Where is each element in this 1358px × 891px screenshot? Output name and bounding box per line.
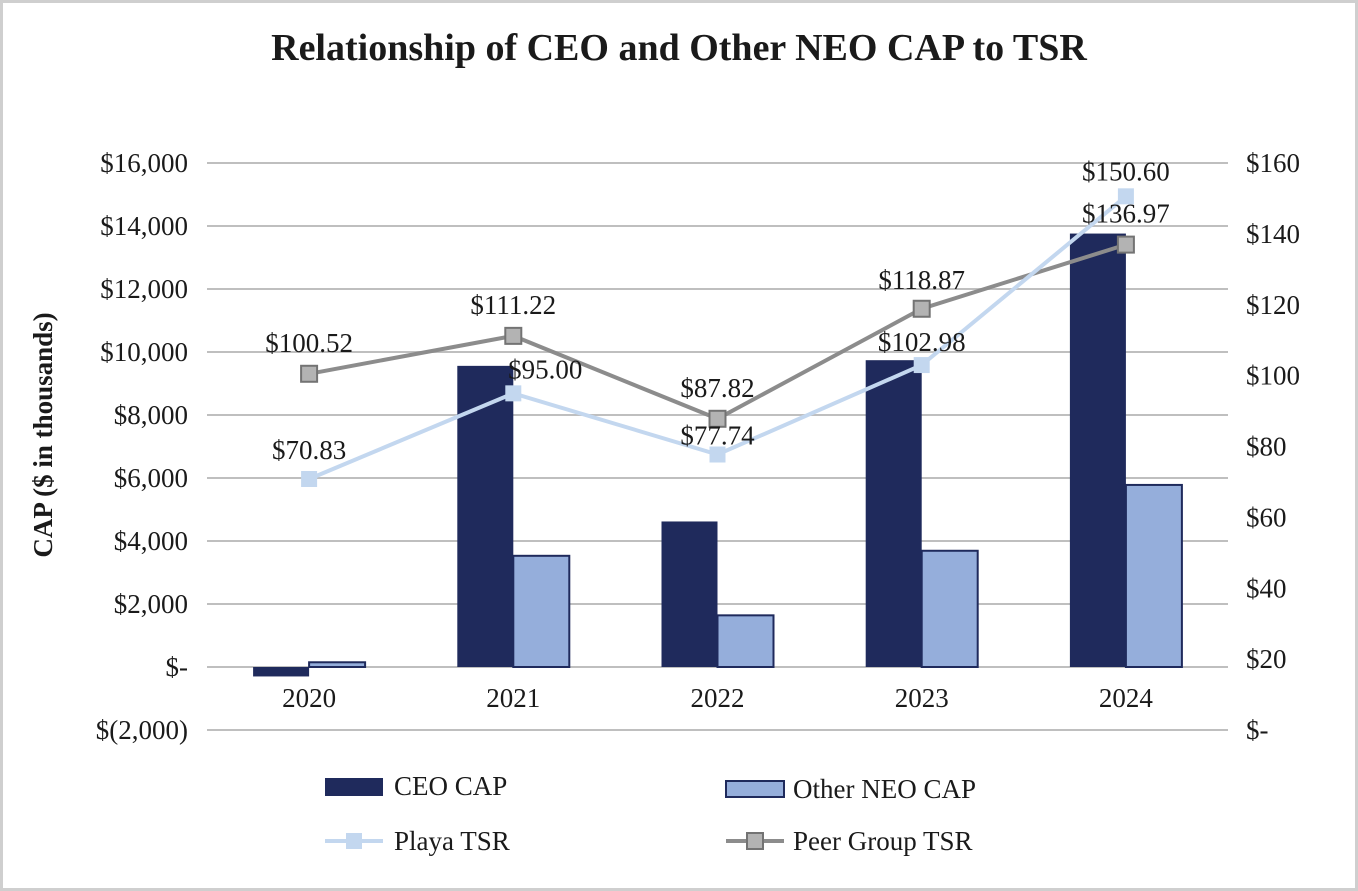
y-tick-label: $4,000 bbox=[114, 526, 188, 556]
y2-tick-label: $- bbox=[1246, 715, 1269, 745]
y-axis-title: CAP ($ in thousands) bbox=[28, 312, 58, 557]
x-tick-label: 2024 bbox=[1099, 683, 1154, 713]
legend-marker-playa-tsr bbox=[346, 833, 362, 849]
legend-label-other-neo-cap: Other NEO CAP bbox=[793, 774, 976, 804]
bar-other-neo-cap bbox=[308, 661, 367, 669]
y-tick-label: $8,000 bbox=[114, 400, 188, 430]
marker-peer-group-tsr bbox=[504, 326, 523, 345]
legend-layer bbox=[325, 778, 785, 850]
legend-marker-peer-group-tsr bbox=[746, 832, 764, 850]
y2-tick-label: $160 bbox=[1246, 148, 1300, 178]
data-label-peer-group-tsr: $100.52 bbox=[265, 328, 353, 358]
marker-playa-tsr bbox=[301, 470, 318, 487]
bar-other-neo-cap bbox=[920, 549, 979, 669]
x-tick-label: 2023 bbox=[895, 683, 949, 713]
y-tick-label: $10,000 bbox=[100, 337, 188, 367]
y2-tick-label: $20 bbox=[1246, 644, 1287, 674]
x-tick-label: 2022 bbox=[691, 683, 745, 713]
y-tick-label: $2,000 bbox=[114, 589, 188, 619]
marker-peer-group-tsr bbox=[912, 299, 931, 318]
axis-layer: $(2,000) $- $2,000 $4,000 $6,000 $8,000 $10,00… bbox=[96, 148, 1300, 745]
x-tick-label: 2021 bbox=[486, 683, 540, 713]
bar-ceo-cap bbox=[865, 360, 922, 667]
bar-other-neo-cap bbox=[716, 614, 775, 669]
y-tick-label: $12,000 bbox=[100, 274, 188, 304]
bar-ceo-cap bbox=[253, 667, 310, 677]
data-label-peer-group-tsr: $111.22 bbox=[470, 290, 556, 320]
x-tick-label: 2020 bbox=[282, 683, 336, 713]
y-tick-label: $16,000 bbox=[100, 148, 188, 178]
bar-other-neo-cap bbox=[512, 554, 571, 668]
legend-swatch-ceo-cap bbox=[325, 778, 383, 796]
chart-title: Relationship of CEO and Other NEO CAP to… bbox=[271, 27, 1087, 69]
bar-layer bbox=[253, 233, 1183, 677]
marker-playa-tsr bbox=[913, 357, 930, 374]
data-label-playa-tsr: $102.98 bbox=[878, 327, 966, 357]
data-label-peer-group-tsr: $87.82 bbox=[680, 373, 754, 403]
marker-playa-tsr bbox=[1117, 188, 1134, 205]
marker-peer-group-tsr bbox=[300, 364, 319, 383]
marker-playa-tsr bbox=[709, 446, 726, 463]
y-tick-label: $6,000 bbox=[114, 463, 188, 493]
marker-peer-group-tsr bbox=[708, 409, 727, 428]
y2-tick-label: $100 bbox=[1246, 361, 1300, 391]
data-label-playa-tsr: $150.60 bbox=[1082, 156, 1170, 186]
line-layer bbox=[300, 188, 1135, 487]
y2-tick-label: $60 bbox=[1246, 502, 1287, 532]
y2-tick-label: $80 bbox=[1246, 432, 1287, 462]
bar-other-neo-cap bbox=[1124, 483, 1183, 668]
bar-ceo-cap bbox=[457, 365, 514, 667]
y2-tick-label: $40 bbox=[1246, 573, 1287, 603]
y-tick-label: $- bbox=[166, 652, 189, 682]
y2-tick-label: $140 bbox=[1246, 219, 1300, 249]
legend-swatch-other-neo-cap bbox=[725, 780, 785, 798]
y-tick-label: $(2,000) bbox=[96, 715, 188, 745]
y-tick-label: $14,000 bbox=[100, 211, 188, 241]
data-label-playa-tsr: $70.83 bbox=[272, 435, 346, 465]
data-label-peer-group-tsr: $118.87 bbox=[878, 265, 965, 295]
marker-playa-tsr bbox=[505, 385, 522, 402]
legend-label-playa-tsr: Playa TSR bbox=[394, 826, 510, 856]
data-label-playa-tsr: $95.00 bbox=[508, 354, 582, 384]
legend-label-peer-group-tsr: Peer Group TSR bbox=[793, 826, 973, 856]
marker-peer-group-tsr bbox=[1116, 235, 1135, 254]
bar-ceo-cap bbox=[661, 521, 718, 667]
data-label-playa-tsr: $77.74 bbox=[680, 421, 755, 451]
data-label-peer-group-tsr: $136.97 bbox=[1082, 199, 1170, 229]
bar-ceo-cap bbox=[1069, 233, 1126, 667]
legend-label-ceo-cap: CEO CAP bbox=[394, 771, 508, 801]
label-layer: $100.52 $111.22 $87.82 $118.87 $136.97 $70.83… bbox=[265, 156, 1170, 465]
y2-tick-label: $120 bbox=[1246, 290, 1300, 320]
